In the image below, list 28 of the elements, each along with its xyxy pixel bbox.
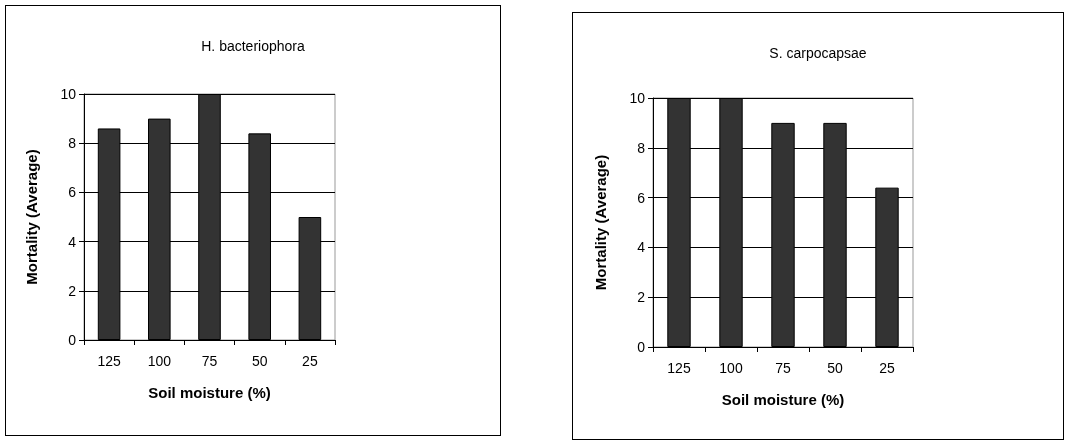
x-axis-title: Soil moisture (%): [721, 391, 845, 408]
y-tick-label: 6: [637, 189, 646, 206]
y-tick-label: 6: [68, 184, 77, 201]
x-tick-label: 50: [827, 360, 843, 376]
x-tick-label: 125: [667, 360, 691, 376]
x-tick-label: 75: [201, 353, 218, 369]
y-tick-label: 10: [629, 90, 646, 106]
y-tick-label: 4: [637, 239, 646, 256]
chart-title: H. bacteriophora: [201, 38, 305, 54]
y-tick-label: 8: [637, 139, 646, 156]
chart-title: S. carpocapsae: [769, 45, 867, 61]
x-tick-label: 25: [302, 353, 318, 369]
x-tick-label: 100: [147, 353, 172, 369]
y-axis-title: Mortality (Average): [592, 154, 609, 291]
y-tick-label: 8: [68, 135, 77, 152]
x-axis-title: Soil moisture (%): [148, 384, 271, 401]
y-axis-title: Mortality (Average): [23, 149, 40, 285]
x-tick-label: 125: [97, 353, 121, 369]
y-tick-label: 0: [637, 339, 646, 355]
y-tick-label: 10: [60, 86, 77, 102]
x-tick-label: 50: [251, 353, 268, 369]
x-tick-label: 25: [879, 360, 895, 376]
y-tick-label: 2: [637, 289, 646, 306]
x-tick-label: 100: [719, 360, 743, 376]
y-tick-label: 0: [68, 332, 77, 348]
x-tick-label: 75: [775, 360, 791, 376]
y-tick-label: 2: [68, 282, 77, 299]
y-tick-label: 4: [68, 233, 77, 250]
